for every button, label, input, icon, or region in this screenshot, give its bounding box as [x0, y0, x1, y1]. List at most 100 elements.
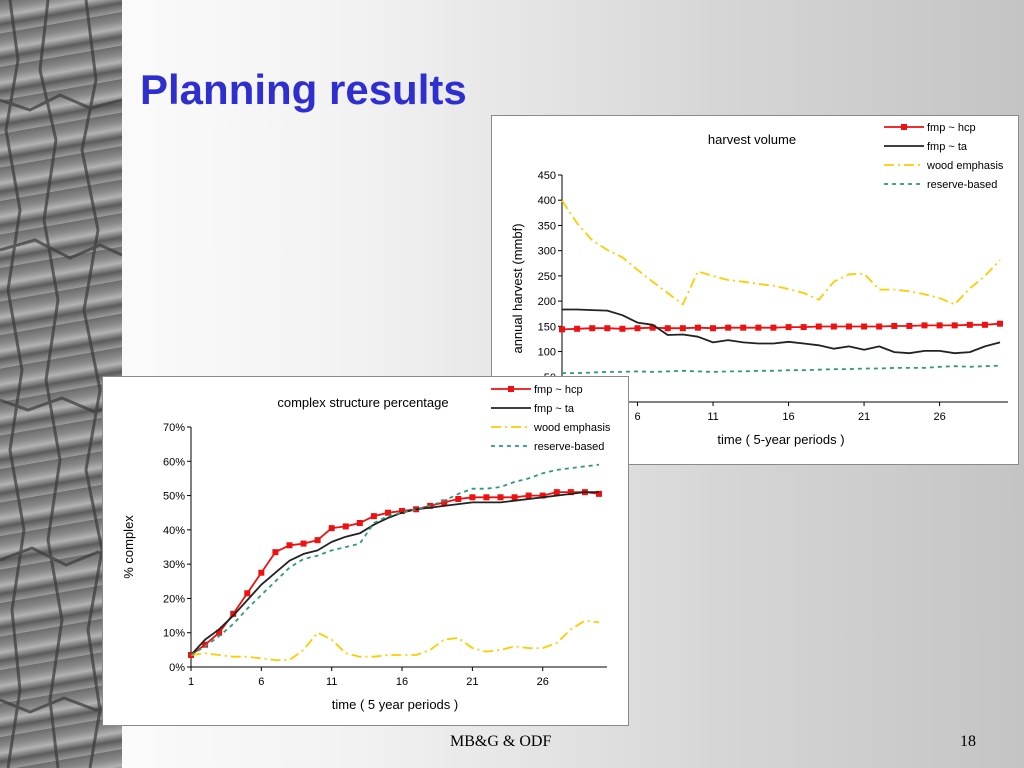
bark-texture	[0, 0, 122, 768]
legend: fmp ~ hcp fmp ~ ta wood emphasis reserve-ba…	[491, 384, 611, 453]
legend-label: fmp ~ hcp	[927, 122, 976, 134]
data-point	[559, 326, 565, 333]
series-line	[190, 491, 600, 656]
data-point	[497, 494, 504, 501]
x-tick-label: 16	[782, 411, 794, 423]
legend-label: reserve-based	[927, 179, 997, 191]
data-point	[589, 325, 596, 332]
footer-text: MB&G & ODF	[450, 733, 552, 750]
data-point	[511, 494, 518, 501]
legend-label: wood emphasis	[926, 160, 1004, 172]
y-tick-label: 0%	[169, 662, 185, 674]
x-tick-label: 11	[326, 676, 337, 688]
y-tick-label: 70%	[163, 422, 185, 434]
series-wood-emphasis	[190, 619, 600, 662]
chart-root: complex structure percentage 0% 10% 20% 30% 4…	[121, 384, 611, 712]
data-point	[574, 325, 581, 332]
data-point	[596, 490, 602, 497]
x-tick-label: 26	[537, 676, 549, 688]
tree-bark-decoration	[0, 0, 122, 768]
slide-title: Planning results	[140, 66, 467, 113]
y-tick-label: 60%	[163, 456, 185, 468]
data-point	[997, 320, 1003, 327]
series-fmp-ta	[562, 308, 1001, 355]
data-point	[921, 322, 928, 329]
data-point	[567, 489, 574, 496]
data-point	[286, 542, 293, 549]
y-tick-label: 200	[538, 296, 556, 308]
legend-label: reserve-based	[534, 441, 604, 453]
data-point	[845, 323, 852, 330]
legend-marker	[901, 124, 907, 130]
series-line	[562, 308, 1001, 355]
x-tick-label: 11	[707, 411, 718, 423]
data-point	[342, 523, 349, 530]
legend-label: wood emphasis	[533, 422, 611, 434]
data-point	[483, 494, 490, 501]
legend-marker	[508, 386, 514, 392]
data-point	[370, 513, 377, 520]
chart-title: harvest volume	[708, 132, 796, 147]
x-tick-label: 21	[466, 676, 478, 688]
data-point	[553, 489, 560, 496]
data-point	[399, 508, 406, 514]
data-point	[328, 525, 335, 532]
y-tick-label: 250	[538, 271, 556, 283]
series-line	[561, 322, 1001, 331]
y-tick-label: 10%	[163, 628, 185, 640]
data-point	[455, 496, 462, 502]
data-point	[755, 324, 762, 331]
data-point	[539, 492, 546, 499]
data-point	[469, 494, 476, 501]
x-tick-label: 16	[396, 676, 408, 688]
series-reserve-based	[562, 364, 1001, 375]
data-point	[694, 324, 701, 331]
data-point	[710, 325, 717, 332]
legend-label: fmp ~ ta	[927, 141, 968, 153]
series-wood-emphasis	[561, 200, 1001, 306]
data-point	[300, 540, 307, 547]
y-tick-label: 50%	[163, 491, 185, 503]
data-point	[272, 549, 279, 556]
data-point	[356, 520, 363, 526]
legend-label: fmp ~ ta	[534, 403, 575, 415]
data-point	[936, 322, 943, 329]
data-point	[740, 324, 747, 331]
series-fmp-ta	[190, 491, 599, 656]
data-point	[230, 610, 237, 617]
data-point	[525, 492, 532, 499]
data-point	[314, 537, 321, 544]
x-tick-label: 1	[188, 676, 194, 688]
series-line	[561, 200, 1001, 306]
series-fmp-hcp	[559, 320, 1003, 333]
y-tick-label: 400	[538, 195, 556, 207]
y-tick-label: 20%	[163, 593, 185, 605]
slide-number: 18	[960, 733, 976, 750]
data-point	[384, 509, 391, 516]
data-point	[981, 321, 988, 328]
data-point	[244, 590, 251, 597]
data-point	[891, 322, 898, 329]
x-tick-label: 6	[258, 676, 264, 688]
series-reserve-based	[190, 463, 600, 656]
x-tick-label: 26	[933, 411, 945, 423]
data-point	[202, 641, 209, 648]
y-tick-label: 300	[538, 246, 556, 258]
x-axis-label: time ( 5-year periods )	[717, 432, 844, 447]
series-line	[190, 619, 600, 662]
data-point	[258, 569, 265, 576]
data-point	[951, 322, 958, 329]
y-tick-label: 40%	[163, 525, 185, 537]
data-point	[861, 323, 868, 330]
y-axis-label: % complex	[121, 515, 136, 579]
data-point	[216, 629, 223, 636]
complex-structure-chart: complex structure percentage 0% 10% 20% 30% 4…	[102, 376, 629, 726]
chart-root: harvest volume50100150200250300350400450…	[510, 122, 1008, 447]
series-line	[190, 491, 599, 656]
y-tick-label: 30%	[163, 559, 185, 571]
data-point	[770, 324, 777, 331]
data-point	[649, 324, 656, 331]
legend-label: fmp ~ hcp	[534, 384, 583, 396]
data-point	[441, 499, 448, 506]
y-tick-label: 350	[538, 220, 556, 232]
